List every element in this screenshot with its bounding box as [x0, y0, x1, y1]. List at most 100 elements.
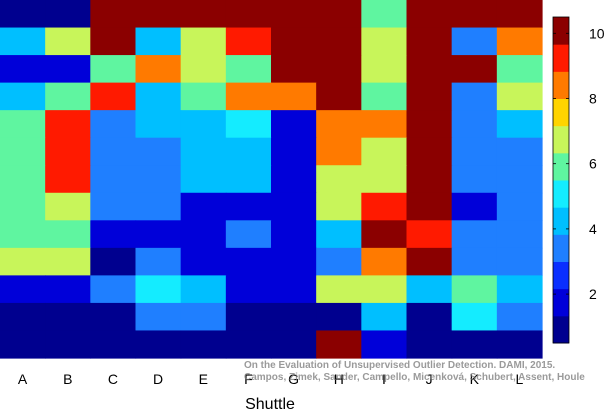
heatmap-cell-F-6 — [225, 137, 272, 166]
heatmap-cell-F-3 — [225, 55, 272, 84]
heatmap-cell-H-8 — [316, 192, 362, 221]
heatmap-cell-G-7 — [271, 165, 317, 194]
heatmap-cell-A-2 — [0, 27, 46, 56]
heatmap-cell-J-13 — [406, 330, 453, 359]
heatmap-cell-H-10 — [316, 247, 362, 276]
heatmap-cell-C-5 — [90, 110, 137, 139]
heatmap-cell-I-6 — [361, 137, 408, 166]
heatmap-cell-A-12 — [0, 302, 46, 332]
heatmap-cell-D-7 — [135, 165, 182, 194]
heatmap-cell-D-12 — [135, 302, 182, 332]
colorbar-segment-8 — [553, 125, 569, 154]
heatmap-cell-D-8 — [135, 192, 182, 221]
heatmap-cell-L-4 — [496, 82, 543, 111]
heatmap-cell-A-6 — [0, 137, 46, 166]
heatmap-cell-I-13 — [361, 330, 408, 359]
x-axis-title: Shuttle — [245, 396, 295, 413]
heatmap-cell-B-1 — [45, 0, 91, 29]
heatmap-cell-H-7 — [316, 165, 362, 194]
colorbar-tick-label-10: 10 — [589, 25, 605, 41]
heatmap-cell-C-12 — [90, 302, 137, 332]
colorbar-border — [552, 16, 570, 344]
heatmap-cell-L-5 — [496, 110, 543, 139]
heatmap-cell-J-9 — [406, 220, 453, 249]
heatmap-cell-B-10 — [45, 247, 91, 276]
heatmap-cell-I-4 — [361, 82, 408, 111]
heatmap-cell-D-1 — [135, 0, 182, 29]
heatmap-cell-J-3 — [406, 55, 453, 84]
heatmap-cell-A-7 — [0, 165, 46, 194]
x-tick-label-D: D — [153, 371, 163, 387]
heatmap-cell-E-8 — [180, 192, 227, 221]
heatmap-cell-B-6 — [45, 137, 91, 166]
heatmap-cell-G-4 — [271, 82, 317, 111]
heatmap-cell-C-1 — [90, 0, 137, 29]
heatmap-cell-K-8 — [451, 192, 498, 221]
colorbar — [552, 16, 570, 344]
heatmap-cell-C-6 — [90, 137, 137, 166]
heatmap-cell-B-7 — [45, 165, 91, 194]
heatmap-cell-K-6 — [451, 137, 498, 166]
heatmap-cell-A-4 — [0, 82, 46, 111]
colorbar-tick-label-6: 6 — [589, 156, 597, 172]
colorbar-segment-3 — [553, 261, 569, 290]
heatmap-cell-B-13 — [45, 330, 91, 359]
heatmap-cell-C-9 — [90, 220, 137, 249]
heatmap-cell-H-3 — [316, 55, 362, 84]
heatmap-cell-J-12 — [406, 302, 453, 332]
heatmap-cell-J-10 — [406, 247, 453, 276]
heatmap-cell-J-5 — [406, 110, 453, 139]
heatmap-cell-G-13 — [271, 330, 317, 359]
colorbar-tick-label-4: 4 — [589, 221, 597, 237]
heatmap-cell-C-8 — [90, 192, 137, 221]
heatmap-cell-F-8 — [225, 192, 272, 221]
heatmap-cell-C-4 — [90, 82, 137, 111]
heatmap-cell-J-6 — [406, 137, 453, 166]
heatmap-cell-H-6 — [316, 137, 362, 166]
heatmap-cell-E-6 — [180, 137, 227, 166]
heatmap-cell-K-13 — [451, 330, 498, 359]
heatmap-cell-I-8 — [361, 192, 408, 221]
heatmap-cell-K-2 — [451, 27, 498, 56]
colorbar-segment-11 — [553, 44, 569, 72]
heatmap-cell-G-2 — [271, 27, 317, 56]
x-tick-label-G: G — [288, 371, 299, 387]
heatmap-cell-B-5 — [45, 110, 91, 139]
heatmap-cell-A-11 — [0, 275, 46, 304]
heatmap-cell-F-12 — [225, 302, 272, 332]
heatmap-cell-G-9 — [271, 220, 317, 249]
heatmap-cell-K-12 — [451, 302, 498, 332]
heatmap-cell-E-13 — [180, 330, 227, 359]
heatmap-cell-H-13 — [316, 330, 362, 359]
x-tick-label-H: H — [334, 371, 344, 387]
colorbar-segment-7 — [553, 152, 569, 181]
heatmap-cell-F-1 — [225, 0, 272, 29]
heatmap-cell-F-2 — [225, 27, 272, 56]
colorbar-tick-label-2: 2 — [589, 286, 597, 302]
heatmap-cell-I-10 — [361, 247, 408, 276]
heatmap-cell-K-3 — [451, 55, 498, 84]
heatmap-cell-G-1 — [271, 0, 317, 29]
heatmap-cell-D-13 — [135, 330, 182, 359]
heatmap-cell-K-5 — [451, 110, 498, 139]
heatmap-cell-H-4 — [316, 82, 362, 111]
heatmap-cell-J-4 — [406, 82, 453, 111]
heatmap-cell-H-2 — [316, 27, 362, 56]
heatmap-cell-J-2 — [406, 27, 453, 56]
heatmap-cell-I-2 — [361, 27, 408, 56]
colorbar-segment-12 — [553, 17, 569, 45]
heatmap-cell-G-3 — [271, 55, 317, 84]
heatmap-cell-A-9 — [0, 220, 46, 249]
heatmap-cell-E-2 — [180, 27, 227, 56]
heatmap-cell-E-12 — [180, 302, 227, 332]
heatmap-cell-E-11 — [180, 275, 227, 304]
heatmap-cell-C-2 — [90, 27, 137, 56]
heatmap-cell-G-12 — [271, 302, 317, 332]
heatmap-cell-F-11 — [225, 275, 272, 304]
heatmap-cell-C-3 — [90, 55, 137, 84]
heatmap-cell-G-5 — [271, 110, 317, 139]
heatmap-cell-L-2 — [496, 27, 543, 56]
heatmap-cell-F-5 — [225, 110, 272, 139]
colorbar-segment-6 — [553, 180, 569, 208]
heatmap-cell-L-9 — [496, 220, 543, 249]
